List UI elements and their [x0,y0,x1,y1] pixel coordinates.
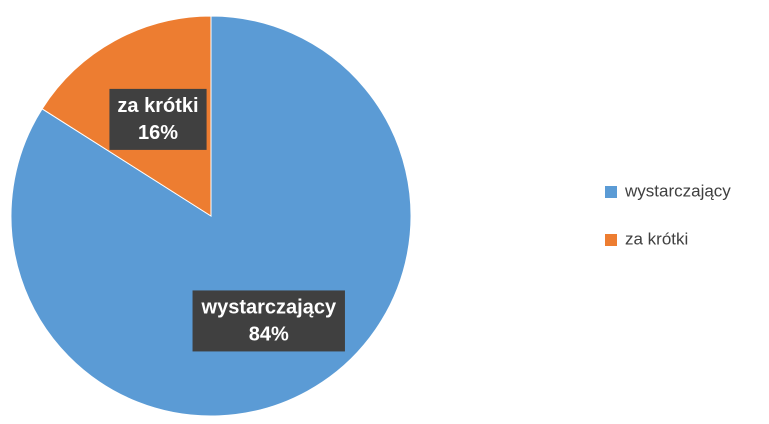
data-label-value: 16% [138,122,178,144]
data-label-box [109,88,207,150]
legend-swatch [605,234,617,246]
data-label-category: za krótki [117,95,198,117]
data-label-category: wystarczający [201,296,337,318]
data-label: za krótki 16% [109,88,207,150]
legend-label: za krótki [625,229,688,248]
data-label-box [192,290,345,352]
data-label-value: 84% [249,323,289,345]
legend-swatch [605,186,617,198]
data-label: wystarczający 84% [192,290,345,352]
legend-label: wystarczający [624,181,731,200]
